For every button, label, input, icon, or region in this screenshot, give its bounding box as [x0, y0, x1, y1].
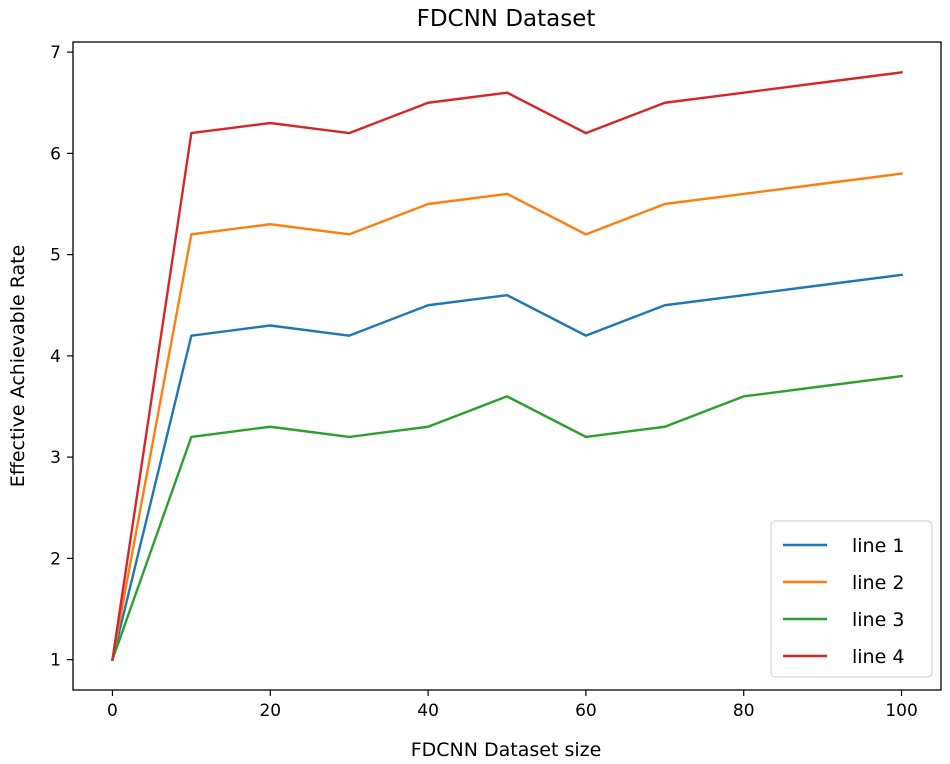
legend-label: line 3 — [852, 609, 904, 631]
x-tick-label: 20 — [259, 701, 281, 721]
y-tick-label: 4 — [50, 347, 61, 367]
y-tick-label: 1 — [50, 651, 61, 671]
y-axis-title: Effective Achievable Rate — [7, 245, 29, 488]
x-tick-label: 60 — [575, 701, 597, 721]
y-tick-label: 2 — [50, 549, 61, 569]
y-tick-label: 7 — [50, 43, 61, 63]
series-line-4 — [111, 71, 903, 661]
y-tick-label: 6 — [50, 144, 61, 164]
x-tick-label: 40 — [417, 701, 439, 721]
legend-box — [770, 520, 933, 678]
x-tick-label: 0 — [107, 701, 118, 721]
legend-label: line 4 — [852, 646, 904, 668]
axis-ticks: 0 20 40 60 80 100 1 2 3 4 5 6 7 — [50, 43, 918, 721]
series-line-2 — [111, 172, 903, 662]
series-line-1 — [111, 273, 903, 662]
x-tick-label: 100 — [885, 701, 917, 721]
series-line-3 — [110, 374, 903, 662]
x-tick-label: 80 — [733, 701, 755, 721]
series-lines — [110, 71, 903, 662]
chart-title: FDCNN Dataset — [417, 6, 596, 32]
plot-frame — [72, 41, 942, 691]
x-axis-title: FDCNN Dataset size — [411, 739, 602, 761]
legend: line 1 line 2 line 3 line 4 — [770, 520, 933, 678]
y-tick-label: 5 — [50, 246, 61, 266]
y-tick-label: 3 — [50, 448, 61, 468]
legend-label: line 2 — [852, 572, 904, 594]
legend-label: line 1 — [852, 535, 904, 557]
